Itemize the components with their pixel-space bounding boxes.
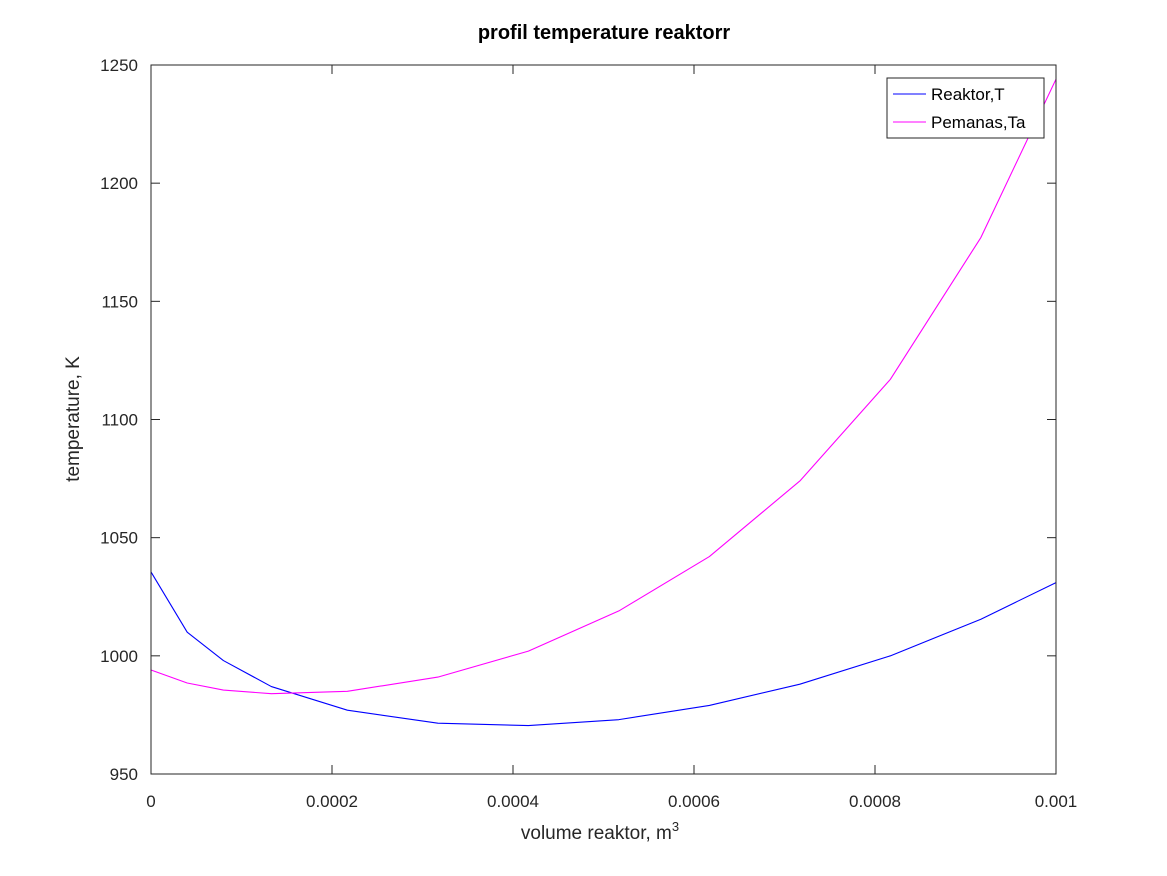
y-tick-label: 1200 [100, 174, 138, 193]
series-layer [150, 78, 1057, 727]
x-axis-label-text: volume reaktor, m [521, 823, 672, 844]
y-tick-label: 1050 [100, 529, 138, 548]
series-line-0 [150, 571, 1057, 727]
x-tick-label: 0.0006 [668, 792, 720, 811]
y-tick-label: 1000 [100, 647, 138, 666]
y-tick-label: 950 [110, 765, 138, 784]
x-axis-label: volume reaktor, m3 [521, 819, 679, 844]
x-tick-label: 0 [146, 792, 155, 811]
y-axis-label: temperature, K [63, 356, 84, 482]
x-tick-label: 0.0004 [487, 792, 539, 811]
y-tick-label: 1250 [100, 56, 138, 75]
chart-title: profil temperature reaktorr [478, 22, 731, 44]
ticks-layer: 0 0.0002 0.0004 0.0006 0.0008 0.001 950 1000 105… [100, 56, 1077, 811]
x-axis-label-superscript: 3 [672, 819, 679, 834]
x-tick-label: 0.0008 [849, 792, 901, 811]
y-tick-label: 1150 [101, 292, 138, 311]
series-line-1 [150, 78, 1057, 695]
x-tick-label: 0.001 [1035, 792, 1078, 811]
y-tick-label: 1100 [101, 411, 138, 430]
legend-label-reaktor: Reaktor,T [931, 85, 1005, 104]
x-tick-label: 0.0002 [306, 792, 358, 811]
legend-box [886, 77, 1045, 139]
legend-label-pemanas: Pemanas,Ta [931, 113, 1026, 132]
plot-area [151, 65, 1056, 774]
legend: Reaktor,T Pemanas,Ta [886, 77, 1045, 139]
